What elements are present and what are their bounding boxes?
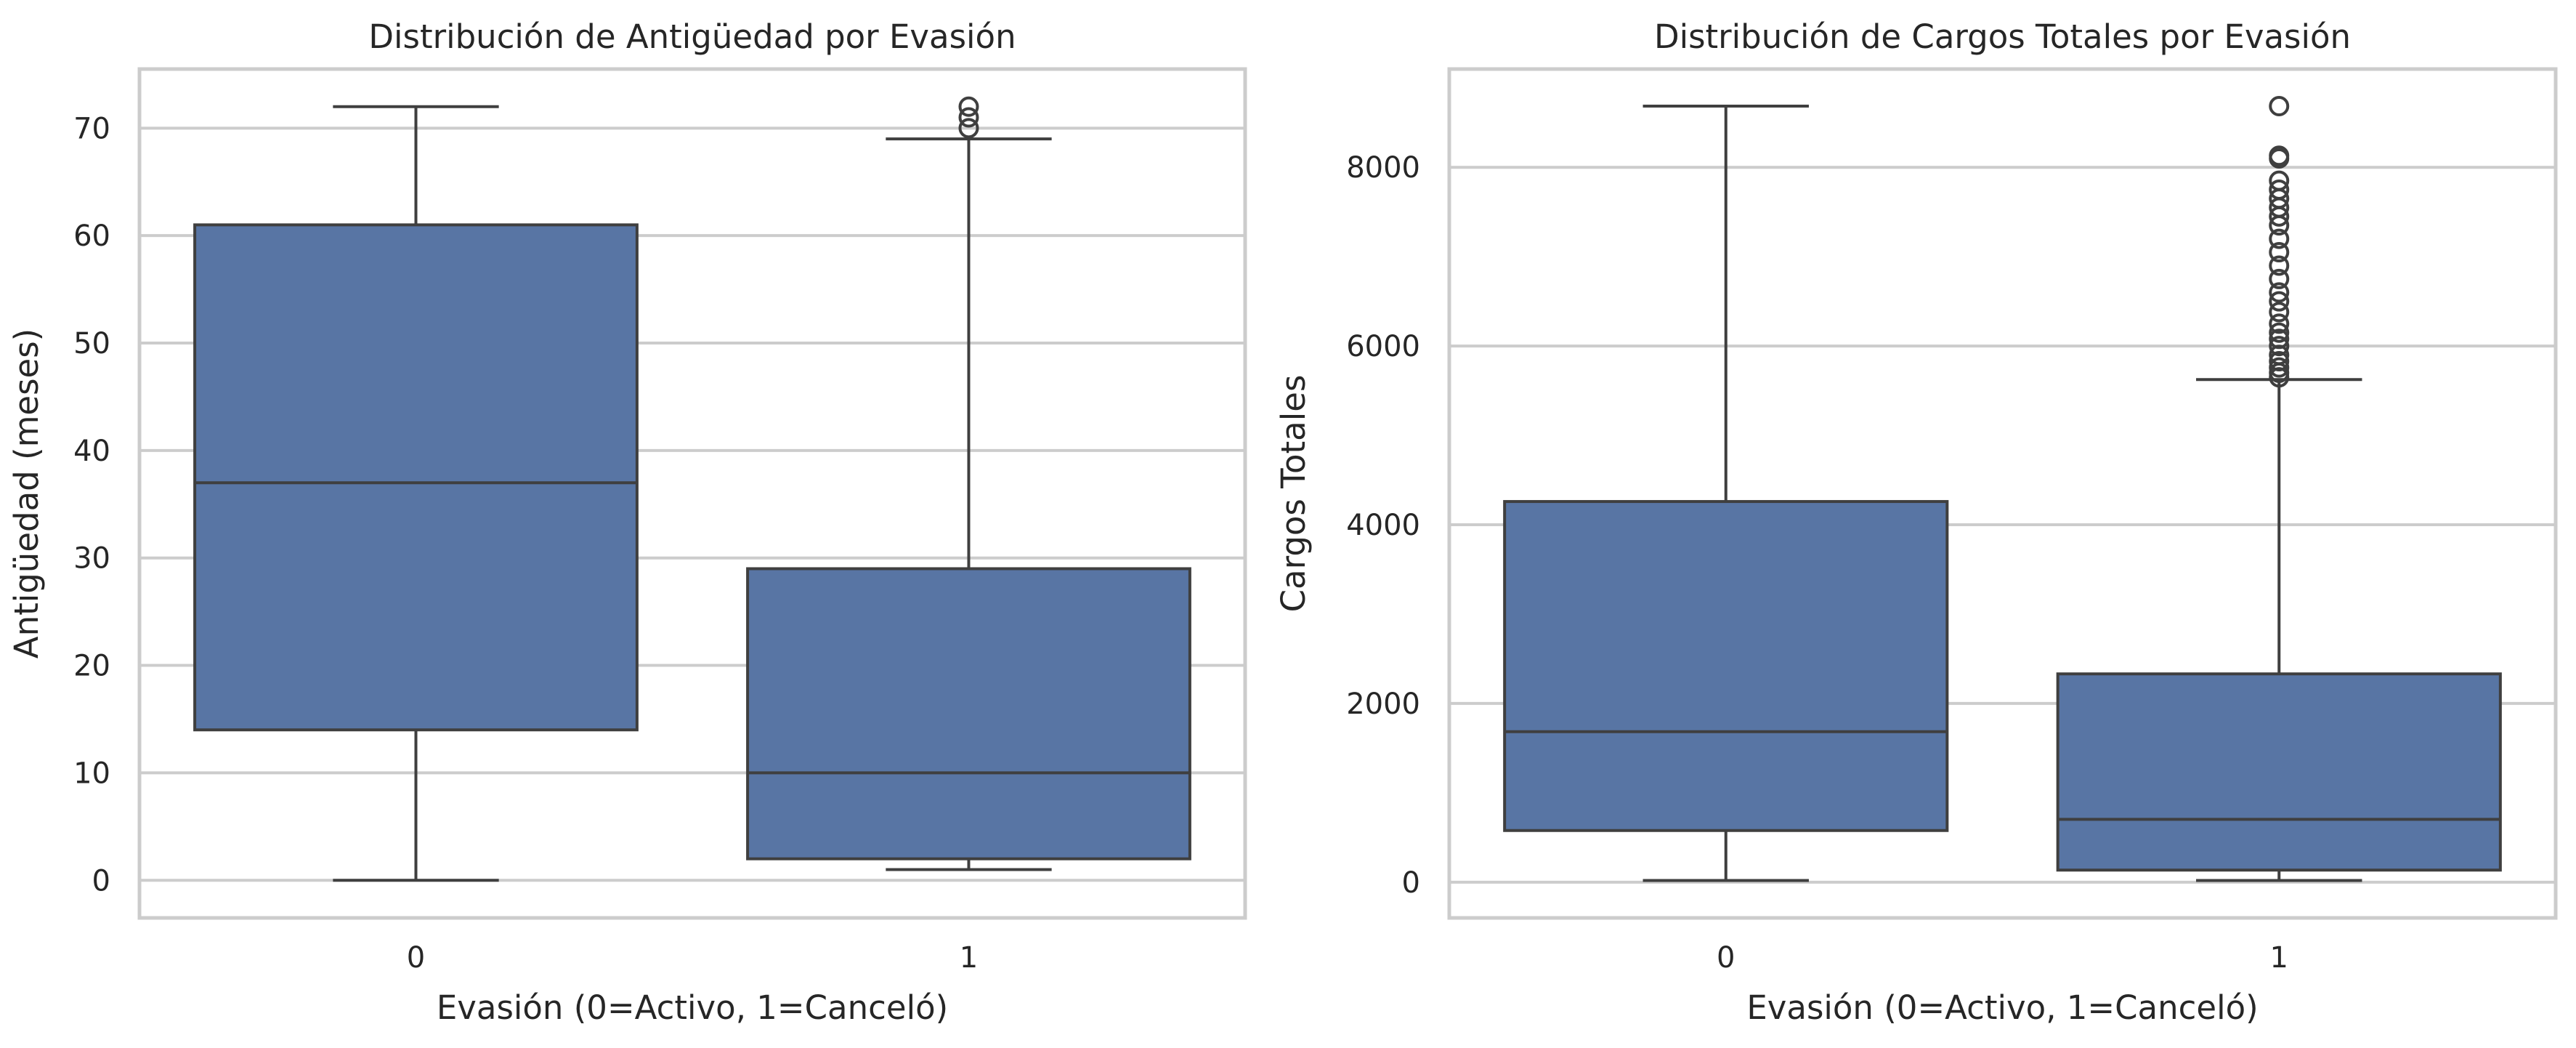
outlier-point	[2269, 282, 2290, 303]
outlier-point	[2269, 313, 2290, 334]
y-tick-label: 70	[73, 112, 110, 145]
outlier-point	[2269, 268, 2290, 289]
boxplot-panel-cargos-totales: 0 2000 4000 6000 8000 0 1 Distribución de Cargo…	[1274, 17, 2558, 1027]
y-tick-label: 8000	[1346, 151, 1420, 185]
x-tick-label: 0	[407, 941, 425, 975]
y-tick-label: 0	[1402, 866, 1420, 900]
x-tick-label: 0	[1717, 941, 1735, 975]
chart-title: Distribución de Cargos Totales por Evasi…	[1654, 17, 2351, 56]
y-axis-label: Antigüedad (meses)	[7, 328, 46, 658]
outlier-point	[2269, 351, 2290, 372]
outlier-point	[2269, 336, 2290, 357]
y-tick-label: 20	[73, 650, 110, 683]
x-tick-label: 1	[960, 941, 978, 975]
y-tick-label: 4000	[1346, 509, 1420, 542]
y-tick-label: 60	[73, 219, 110, 253]
box-iqr	[1503, 500, 1949, 832]
y-tick-label: 0	[92, 864, 110, 898]
x-axis-label: Evasión (0=Activo, 1=Canceló)	[437, 988, 948, 1027]
outlier-point	[2269, 242, 2290, 263]
y-tick-label: 30	[73, 542, 110, 576]
outlier-point	[2269, 145, 2290, 166]
chart-title: Distribución de Antigüedad por Evasión	[368, 17, 1016, 56]
y-tick-label: 40	[73, 435, 110, 468]
outlier-point	[2269, 170, 2290, 191]
outlier-point	[958, 118, 979, 139]
outlier-point	[958, 96, 979, 117]
outlier-point	[958, 107, 979, 128]
outlier-point	[2269, 179, 2290, 200]
x-axis-label: Evasión (0=Activo, 1=Canceló)	[1746, 988, 2258, 1027]
outlier-point	[2269, 228, 2290, 249]
y-tick-label: 10	[73, 757, 110, 790]
outlier-point	[2269, 322, 2290, 343]
box-iqr	[2056, 672, 2502, 872]
y-tick-label: 50	[73, 327, 110, 360]
x-tick-label: 1	[2270, 941, 2288, 975]
box-iqr	[193, 223, 639, 732]
boxplot-panel-antiguedad: 0 10 20 30 40 50 60 70 0 1 Distribución de Antigüe…	[7, 17, 1247, 1027]
box-iqr	[746, 567, 1191, 860]
outlier-point	[2269, 328, 2290, 350]
outlier-point	[2269, 357, 2290, 378]
y-tick-label: 2000	[1346, 688, 1420, 721]
y-axis-label: Cargos Totales	[1274, 375, 1313, 613]
outlier-point	[2269, 291, 2290, 312]
outlier-point	[2269, 302, 2290, 323]
outlier-point	[2269, 255, 2290, 276]
outlier-point	[2269, 96, 2290, 117]
y-tick-label: 6000	[1346, 330, 1420, 363]
